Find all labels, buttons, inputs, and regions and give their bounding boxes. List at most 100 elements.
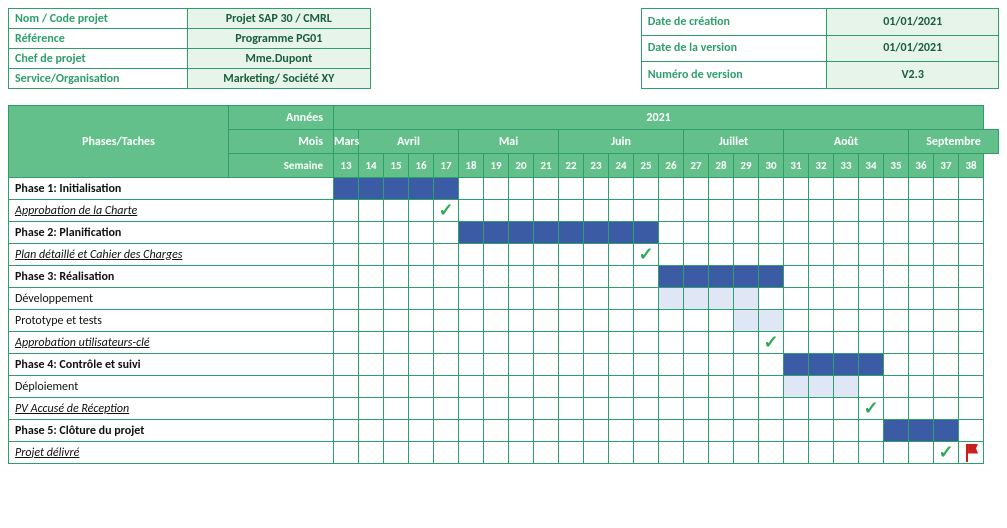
gantt-cell bbox=[684, 442, 709, 464]
gantt-cell bbox=[634, 222, 659, 244]
gantt-cell bbox=[684, 310, 709, 332]
task-label: Déploiement bbox=[9, 376, 334, 398]
gantt-cell bbox=[359, 200, 384, 222]
gantt-cell bbox=[584, 266, 609, 288]
col-header-week: 30 bbox=[759, 154, 784, 178]
gantt-row: Projet délivré✓ bbox=[9, 442, 999, 464]
col-header-month: Juin bbox=[559, 130, 684, 154]
gantt-cell bbox=[384, 354, 409, 376]
col-header-month: Mars bbox=[334, 130, 359, 154]
gantt-cell bbox=[809, 420, 834, 442]
gantt-cell bbox=[534, 310, 559, 332]
gantt-row: PV Accusé de Réception✓ bbox=[9, 398, 999, 420]
gantt-cell bbox=[584, 244, 609, 266]
gantt-cell bbox=[459, 244, 484, 266]
col-header-week: 27 bbox=[684, 154, 709, 178]
gantt-cell bbox=[334, 266, 359, 288]
col-header-week: 34 bbox=[859, 154, 884, 178]
gantt-cell bbox=[859, 200, 884, 222]
gantt-cell bbox=[784, 398, 809, 420]
task-label: Prototype et tests bbox=[9, 310, 334, 332]
gantt-cell bbox=[459, 420, 484, 442]
gantt-cell bbox=[609, 420, 634, 442]
check-icon: ✓ bbox=[938, 443, 953, 461]
gantt-cell bbox=[859, 442, 884, 464]
gantt-cell bbox=[559, 288, 584, 310]
gantt-cell bbox=[634, 332, 659, 354]
gantt-cell bbox=[634, 200, 659, 222]
gantt-row: Déploiement bbox=[9, 376, 999, 398]
gantt-cell bbox=[934, 398, 959, 420]
gantt-cell bbox=[609, 376, 634, 398]
task-label: Phase 3: Réalisation bbox=[9, 266, 334, 288]
gantt-cell bbox=[434, 244, 459, 266]
gantt-cell bbox=[659, 442, 684, 464]
col-header-week: 15 bbox=[384, 154, 409, 178]
gantt-cell bbox=[784, 222, 809, 244]
gantt-cell bbox=[584, 398, 609, 420]
gantt-cell bbox=[409, 332, 434, 354]
col-header-month: Juillet bbox=[684, 130, 784, 154]
gantt-cell bbox=[934, 222, 959, 244]
gantt-cell bbox=[834, 266, 859, 288]
gantt-cell bbox=[909, 310, 934, 332]
gantt-cell bbox=[834, 420, 859, 442]
gantt-cell bbox=[559, 332, 584, 354]
gantt-cell bbox=[759, 354, 784, 376]
gantt-cell bbox=[459, 354, 484, 376]
meta-value: 01/01/2021 bbox=[827, 35, 999, 62]
gantt-cell bbox=[534, 398, 559, 420]
gantt-cell: ✓ bbox=[859, 398, 884, 420]
gantt-cell bbox=[634, 442, 659, 464]
gantt-cell bbox=[684, 200, 709, 222]
task-label: Approbation utilisateurs-clé bbox=[9, 332, 334, 354]
gantt-cell bbox=[809, 332, 834, 354]
gantt-cell bbox=[734, 200, 759, 222]
gantt-cell bbox=[909, 354, 934, 376]
gantt-cell bbox=[834, 442, 859, 464]
gantt-cell bbox=[684, 288, 709, 310]
gantt-cell bbox=[634, 288, 659, 310]
col-header-week: 13 bbox=[334, 154, 359, 178]
gantt-cell bbox=[459, 288, 484, 310]
gantt-cell bbox=[459, 222, 484, 244]
gantt-cell bbox=[709, 376, 734, 398]
gantt-cell bbox=[334, 288, 359, 310]
gantt-cell bbox=[634, 354, 659, 376]
gantt-cell bbox=[834, 310, 859, 332]
gantt-cell bbox=[659, 398, 684, 420]
gantt-cell bbox=[759, 266, 784, 288]
meta-label: Chef de projet bbox=[9, 49, 188, 69]
gantt-cell bbox=[534, 288, 559, 310]
gantt-cell bbox=[459, 178, 484, 200]
gantt-cell bbox=[584, 288, 609, 310]
gantt-cell bbox=[534, 376, 559, 398]
gantt-cell bbox=[909, 244, 934, 266]
gantt-cell bbox=[359, 398, 384, 420]
meta-value: Programme PG01 bbox=[187, 29, 370, 49]
meta-value: Mme.Dupont bbox=[187, 49, 370, 69]
col-header-week: 24 bbox=[609, 154, 634, 178]
gantt-cell bbox=[484, 398, 509, 420]
gantt-cell bbox=[659, 332, 684, 354]
gantt-cell bbox=[534, 442, 559, 464]
gantt-cell bbox=[409, 266, 434, 288]
meta-label: Numéro de version bbox=[641, 62, 827, 89]
gantt-cell bbox=[759, 398, 784, 420]
gantt-cell bbox=[459, 266, 484, 288]
gantt-cell bbox=[959, 244, 984, 266]
col-header-month: Avril bbox=[359, 130, 459, 154]
gantt-cell bbox=[659, 244, 684, 266]
gantt-cell bbox=[509, 200, 534, 222]
gantt-cell bbox=[759, 288, 784, 310]
gantt-cell bbox=[334, 310, 359, 332]
gantt-cell bbox=[384, 398, 409, 420]
gantt-cell bbox=[484, 178, 509, 200]
gantt-cell bbox=[934, 178, 959, 200]
meta-value: V2.3 bbox=[827, 62, 999, 89]
gantt-cell bbox=[534, 354, 559, 376]
side-label-weeks: Semaine bbox=[229, 154, 334, 178]
col-header-week: 22 bbox=[559, 154, 584, 178]
gantt-cell bbox=[784, 420, 809, 442]
gantt-row: Phase 2: Planification bbox=[9, 222, 999, 244]
